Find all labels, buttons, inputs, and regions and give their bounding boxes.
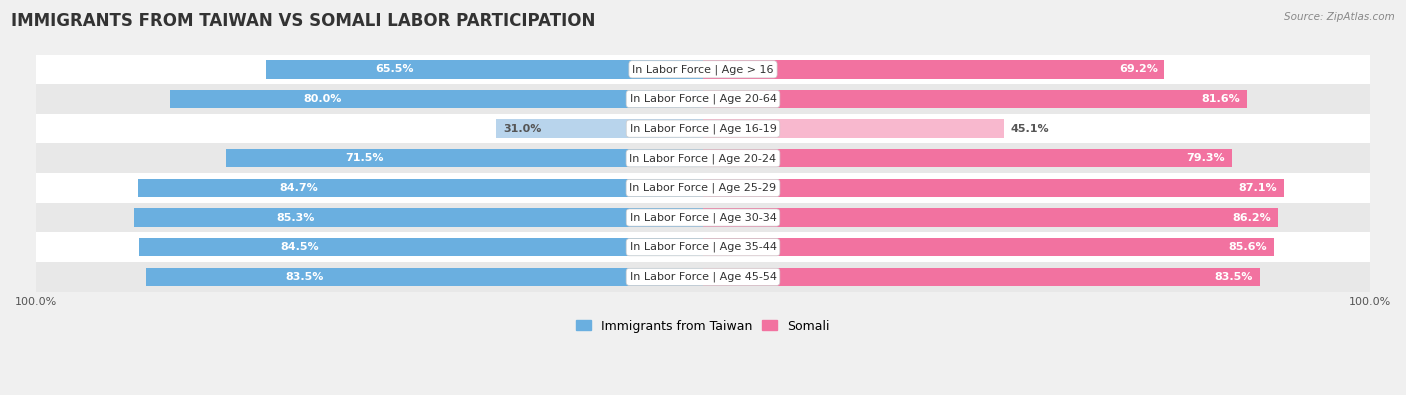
Bar	[146, 268, 703, 286]
Text: In Labor Force | Age 20-24: In Labor Force | Age 20-24	[630, 153, 776, 164]
Text: 84.5%: 84.5%	[280, 242, 319, 252]
Bar	[37, 55, 1369, 84]
Bar	[37, 143, 1369, 173]
Text: 87.1%: 87.1%	[1239, 183, 1277, 193]
Bar	[138, 179, 703, 197]
Text: In Labor Force | Age 20-64: In Labor Force | Age 20-64	[630, 94, 776, 104]
Bar	[703, 268, 1260, 286]
Text: 83.5%: 83.5%	[285, 272, 323, 282]
Bar	[37, 262, 1369, 292]
Bar	[266, 60, 703, 79]
Text: 85.3%: 85.3%	[277, 213, 315, 222]
Text: 79.3%: 79.3%	[1187, 153, 1225, 163]
Bar	[37, 84, 1369, 114]
Text: 71.5%: 71.5%	[346, 153, 384, 163]
Text: 81.6%: 81.6%	[1202, 94, 1240, 104]
Bar	[37, 114, 1369, 143]
Text: 86.2%: 86.2%	[1233, 213, 1271, 222]
Bar	[703, 60, 1164, 79]
Bar	[226, 149, 703, 167]
Text: 83.5%: 83.5%	[1215, 272, 1253, 282]
Text: 65.5%: 65.5%	[375, 64, 413, 74]
Text: 45.1%: 45.1%	[1011, 124, 1049, 134]
Bar	[139, 238, 703, 256]
Bar	[496, 119, 703, 138]
Text: Source: ZipAtlas.com: Source: ZipAtlas.com	[1284, 12, 1395, 22]
Text: In Labor Force | Age 16-19: In Labor Force | Age 16-19	[630, 123, 776, 134]
Bar	[37, 232, 1369, 262]
Text: In Labor Force | Age 30-34: In Labor Force | Age 30-34	[630, 213, 776, 223]
Text: In Labor Force | Age 25-29: In Labor Force | Age 25-29	[630, 182, 776, 193]
Bar	[703, 149, 1232, 167]
Text: 80.0%: 80.0%	[302, 94, 342, 104]
Legend: Immigrants from Taiwan, Somali: Immigrants from Taiwan, Somali	[571, 315, 835, 338]
Bar	[170, 90, 703, 108]
Bar	[703, 179, 1284, 197]
Bar	[703, 119, 1004, 138]
Bar	[37, 203, 1369, 232]
Text: IMMIGRANTS FROM TAIWAN VS SOMALI LABOR PARTICIPATION: IMMIGRANTS FROM TAIWAN VS SOMALI LABOR P…	[11, 12, 596, 30]
Text: 84.7%: 84.7%	[280, 183, 318, 193]
Text: 85.6%: 85.6%	[1229, 242, 1267, 252]
Text: 69.2%: 69.2%	[1119, 64, 1157, 74]
Bar	[703, 90, 1247, 108]
Text: In Labor Force | Age 35-44: In Labor Force | Age 35-44	[630, 242, 776, 252]
Text: In Labor Force | Age 45-54: In Labor Force | Age 45-54	[630, 272, 776, 282]
Text: 31.0%: 31.0%	[503, 124, 541, 134]
Text: In Labor Force | Age > 16: In Labor Force | Age > 16	[633, 64, 773, 75]
Bar	[703, 209, 1278, 227]
Bar	[37, 173, 1369, 203]
Bar	[703, 238, 1274, 256]
Bar	[134, 209, 703, 227]
